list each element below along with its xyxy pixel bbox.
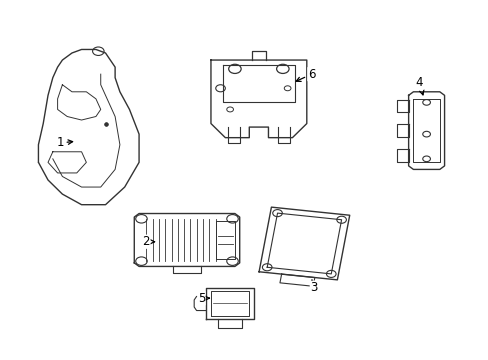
Text: 2: 2 (142, 235, 154, 248)
Text: 1: 1 (56, 136, 73, 149)
Text: 4: 4 (415, 76, 423, 95)
Text: 5: 5 (197, 292, 209, 305)
Text: 3: 3 (310, 280, 317, 294)
Text: 6: 6 (296, 68, 315, 81)
